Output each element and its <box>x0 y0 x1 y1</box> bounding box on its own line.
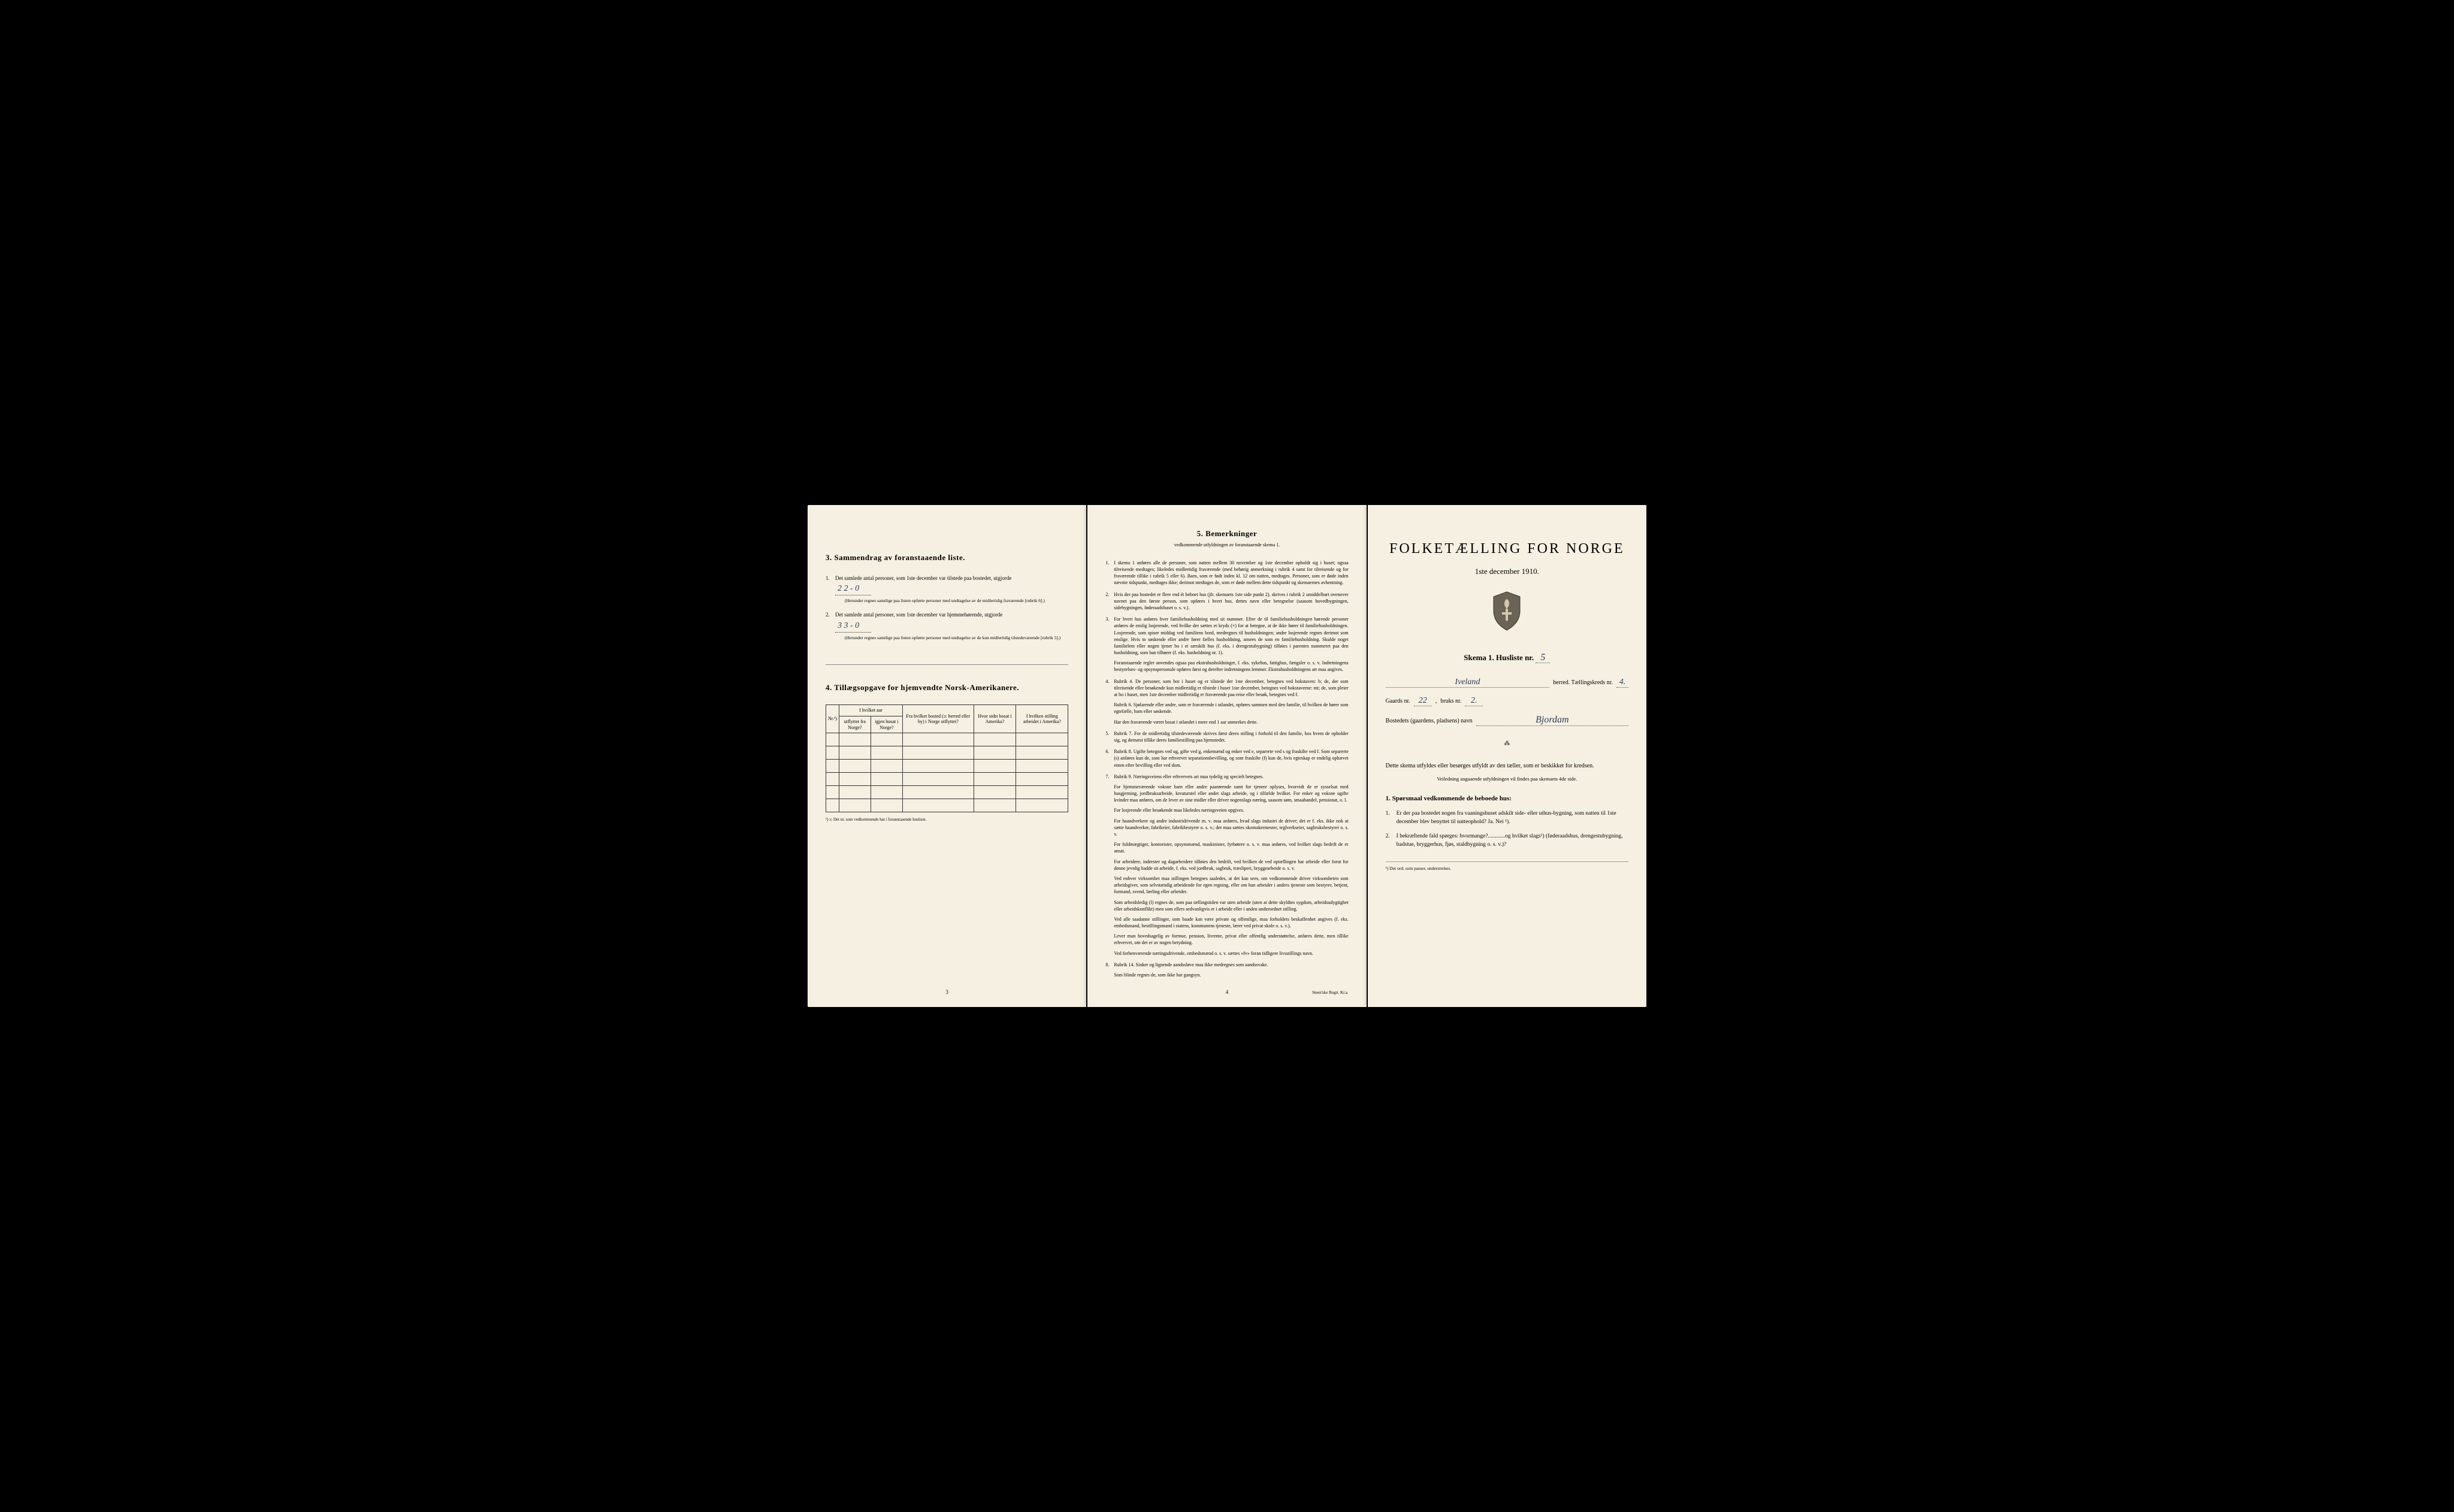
husliste-nr: 5 <box>1536 652 1550 663</box>
remark-item: 6.Rubrik 8. Ugifte betegnes ved ug, gift… <box>1105 748 1348 769</box>
remark-item: 8.Rubrik 14. Sinker og lignende aandsslø… <box>1105 961 1348 978</box>
section3-item2: 2. Det samlede antal personer, som 1ste … <box>826 611 1068 640</box>
section3-heading: 3. Sammendrag av foranstaaende liste. <box>826 553 1068 563</box>
remark-item: 5.Rubrik 7. For de midlertidig tilstedev… <box>1105 730 1348 743</box>
table-footnote: ¹) ɔ: Det nr. som vedkommende har i fora… <box>826 817 1068 822</box>
herred-value: Iveland <box>1386 678 1550 688</box>
printer-mark: Steen'ske Bogtr. Kr.a. <box>1312 990 1349 995</box>
separator-icon: ⁂ <box>1386 740 1628 747</box>
bruks-nr: 2. <box>1465 696 1483 706</box>
herred-line: Iveland herred. Tællingskreds nr. 4. <box>1386 678 1628 688</box>
page-middle: 5. Bemerkninger vedkommende utfyldningen… <box>1087 505 1366 1007</box>
page-number-4: 4 <box>1226 989 1229 995</box>
section3-item1: 1. Det samlede antal personer, som 1ste … <box>826 574 1068 604</box>
bosted-line: Bostedets (gaardens, pladsens) navn Bjor… <box>1386 715 1628 726</box>
remark-item: 3.For hvert hus anføres hver familiehush… <box>1105 616 1348 673</box>
skema-line: Skema 1. Husliste nr. 5 <box>1386 652 1628 663</box>
footnote-right: ¹) Det ord, som passer, understrekes. <box>1386 861 1628 871</box>
section5-subtitle: vedkommende utfyldningen av foranstaaend… <box>1105 542 1348 548</box>
remarks-list: 1.I skema 1 anføres alle de personer, so… <box>1105 560 1348 978</box>
remark-item: 1.I skema 1 anføres alle de personer, so… <box>1105 560 1348 586</box>
table-row <box>826 746 1068 760</box>
crest-icon <box>1386 591 1628 634</box>
page-number-3: 3 <box>945 989 948 995</box>
item2-value: 3 3 - 0 <box>835 619 871 633</box>
question-1: 1. Er der paa bostedet nogen fra vaaning… <box>1386 809 1628 827</box>
amerikanere-table: Nr.¹) I hvilket aar Fra hvilket bosted (… <box>826 704 1068 812</box>
gaards-nr: 22 <box>1414 696 1432 706</box>
table-row <box>826 733 1068 746</box>
table-row <box>826 773 1068 786</box>
page-right: FOLKETÆLLING FOR NORGE 1ste december 191… <box>1368 505 1646 1007</box>
table-row <box>826 760 1068 773</box>
remark-item: 2.Hvis der paa bostedet er flere end ét … <box>1105 591 1348 612</box>
table-row <box>826 786 1068 799</box>
title-date: 1ste december 1910. <box>1386 567 1628 576</box>
page-left: 3. Sammendrag av foranstaaende liste. 1.… <box>808 505 1086 1007</box>
questions-heading: 1. Spørsmaal vedkommende de beboede hus: <box>1386 795 1628 802</box>
main-title: FOLKETÆLLING FOR NORGE <box>1386 541 1628 557</box>
kreds-nr: 4. <box>1616 678 1628 688</box>
bosted-value: Bjordam <box>1476 715 1628 726</box>
section4-heading: 4. Tillægsopgave for hjemvendte Norsk-Am… <box>826 664 1068 693</box>
section5-heading: 5. Bemerkninger <box>1105 529 1348 539</box>
table-row <box>826 799 1068 812</box>
remark-item: 7.Rubrik 9. Næringsveiens eller erhverve… <box>1105 773 1348 957</box>
question-section: 1. Spørsmaal vedkommende de beboede hus:… <box>1386 795 1628 849</box>
question-2: 2. I bekræftende fald spørges: hvormange… <box>1386 832 1628 849</box>
gaards-line: Gaards nr. 22, bruks nr. 2. <box>1386 696 1628 706</box>
item1-value: 2 2 - 0 <box>835 582 871 595</box>
remark-item: 4.Rubrik 4. De personer, som bor i huset… <box>1105 678 1348 725</box>
instruction: Dette skema utfyldes eller besørges utfy… <box>1386 761 1628 783</box>
